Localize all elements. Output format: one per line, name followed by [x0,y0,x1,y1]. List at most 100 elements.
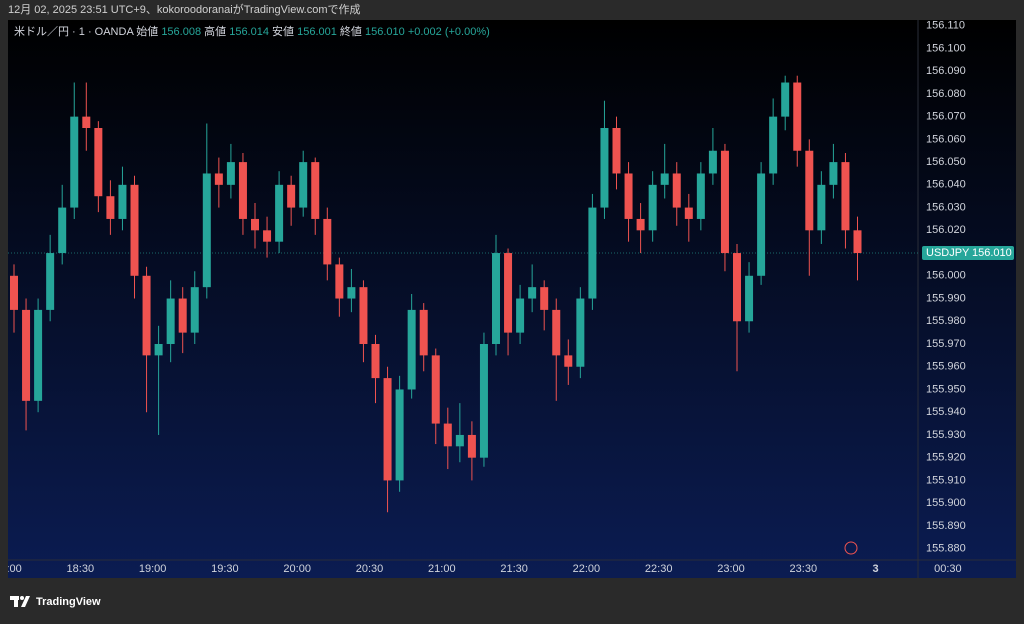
candle-body [251,218,259,231]
x-tick-label: 18:00 [0,563,22,575]
x-tick-label: 23:00 [717,563,745,575]
candle-body [130,184,139,276]
y-tick-label: 156.030 [926,201,966,213]
candle-body [443,423,452,447]
candle-body [82,116,91,128]
candle-body [757,173,766,276]
candle-body [684,207,693,219]
candle-body [492,253,500,344]
y-tick-label: 156.100 [926,42,966,54]
caption: 12月 02, 2025 23:51 UTC+9、kokoroodoranaiが… [8,2,361,16]
candle-body [588,207,597,299]
last-price-symbol: USDJPY [926,247,970,259]
change: +0.002 (+0.00%) [408,26,490,38]
y-tick-label: 155.930 [926,429,966,441]
y-tick-label: 156.090 [926,65,966,77]
last-price-value: 156.010 [972,247,1012,259]
candle-body [576,298,585,367]
x-tick-label: 21:30 [500,563,528,575]
candle-body [600,128,609,208]
x-tick-label: 22:30 [645,563,673,575]
candle-body [226,162,235,185]
candle-body [34,309,43,401]
candle-body [455,434,464,447]
candle-body [287,184,296,208]
candle-body [275,184,284,242]
candle-body [419,309,428,356]
candle-body [467,434,476,458]
candle-body [841,162,850,231]
candle-body [504,253,513,333]
y-tick-label: 155.950 [926,383,966,395]
candle-body [696,173,705,219]
candle-body [371,344,380,379]
candle-body [612,128,621,174]
ohlc-value: 156.014 [229,26,269,38]
symbol: 米ドル／円 · 1 · OANDA [14,25,134,38]
y-tick-label: 156.080 [926,88,966,100]
x-tick-label: 21:00 [428,563,456,575]
ohlc-value: 156.008 [161,26,201,38]
candle-body [733,253,741,322]
x-tick-label: 3 [873,563,879,575]
candle-body [407,309,416,390]
y-tick-label: 155.990 [926,292,966,304]
last-price-tag [922,246,1014,261]
x-tick-label: 00:30 [934,563,962,575]
candle-body [58,207,67,254]
candle-body [648,184,657,231]
candle-body [202,173,211,288]
candle-body [636,218,645,231]
candle-body [214,173,223,185]
candle-body [106,196,115,219]
alert-icon[interactable] [844,541,858,555]
candle-body [323,218,332,265]
candle-body [166,298,175,344]
candle-body [516,298,525,333]
candle-body [22,309,31,401]
y-tick-label: 156.070 [926,111,966,123]
candle-body [299,162,308,208]
candle-body [793,82,802,151]
y-tick-label: 155.890 [926,520,966,532]
y-tick-label: 155.920 [926,452,966,464]
brand: TradingView [36,596,101,608]
y-tick-label: 156.020 [926,224,966,236]
ohlc-value: 156.010 [365,26,405,38]
candle-body [829,162,838,185]
candle-body [154,344,163,356]
candle-body [660,173,669,185]
x-tick-label: 20:00 [283,563,311,575]
candle-body [46,253,55,310]
candle-body [238,162,247,219]
ohlc-label: 高値 [204,24,226,38]
candle-body [395,389,404,481]
ohlc-label: 安値 [272,24,294,38]
candle-body [672,173,681,208]
candle-body [190,287,199,333]
candle-body [347,287,356,299]
candle-body [311,162,320,219]
candle-body [745,275,754,322]
candle-body [624,173,633,219]
logo [10,596,30,607]
y-tick-label: 156.110 [926,20,965,32]
candle-body [118,184,127,219]
candle-body [769,116,778,174]
candle-body [853,230,862,254]
y-tick-label: 155.960 [926,361,966,373]
candle-body [708,150,717,174]
y-tick-label: 155.910 [926,474,966,486]
x-tick-label: 22:00 [573,563,601,575]
candle-body [263,230,272,242]
candle-body [431,355,440,424]
ohlc-value: 156.001 [297,26,337,38]
candle-body [94,128,103,197]
y-tick-label: 155.980 [926,315,966,327]
candle-body [805,150,814,231]
x-tick-label: 19:30 [211,563,239,575]
candle-body [383,378,392,481]
candle-body [335,264,344,299]
candle-body [359,287,368,344]
candle-body [528,287,537,299]
